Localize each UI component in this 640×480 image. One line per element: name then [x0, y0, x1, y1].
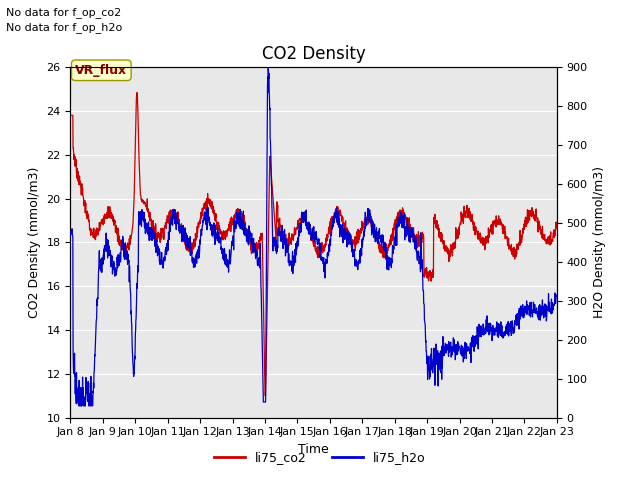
X-axis label: Time: Time — [298, 443, 329, 456]
Title: CO2 Density: CO2 Density — [262, 45, 365, 63]
Y-axis label: H2O Density (mmol/m3): H2O Density (mmol/m3) — [593, 167, 606, 318]
Text: No data for f_op_co2: No data for f_op_co2 — [6, 7, 122, 18]
Text: VR_flux: VR_flux — [76, 64, 127, 77]
Legend: li75_co2, li75_h2o: li75_co2, li75_h2o — [209, 446, 431, 469]
Text: No data for f_op_h2o: No data for f_op_h2o — [6, 22, 123, 33]
Y-axis label: CO2 Density (mmol/m3): CO2 Density (mmol/m3) — [28, 167, 41, 318]
